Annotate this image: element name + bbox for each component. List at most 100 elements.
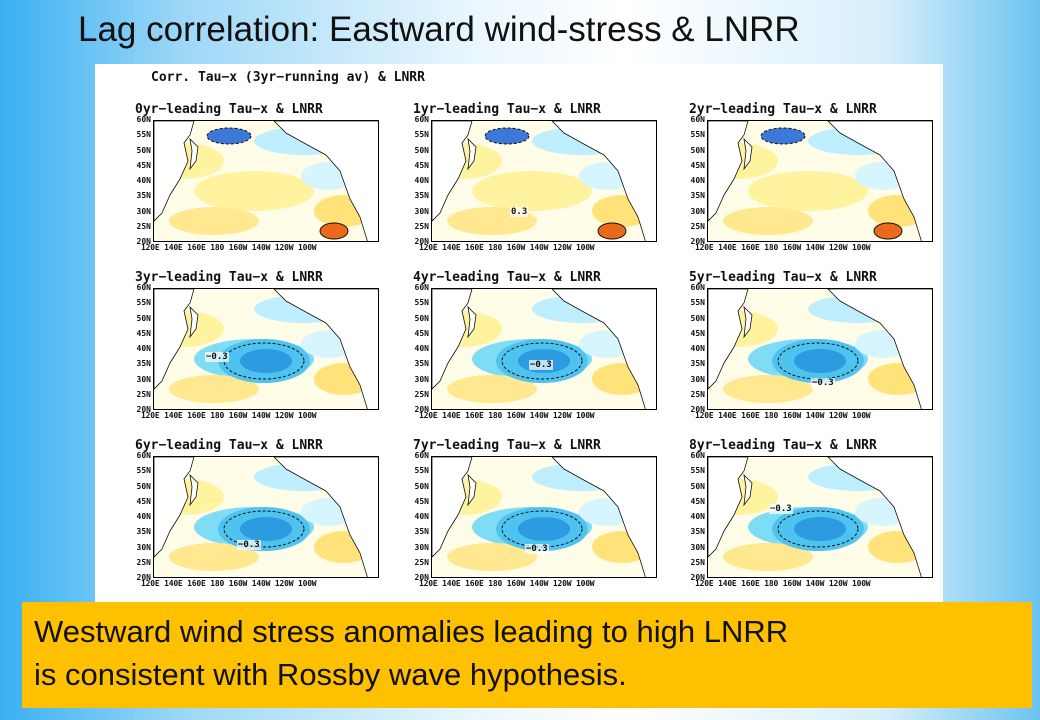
lat-tick-label: 25N	[414, 221, 429, 231]
lat-tick-label: 55N	[414, 130, 429, 140]
lat-tick-label: 40N	[690, 512, 705, 521]
lat-tick-label: 60N	[690, 115, 705, 124]
lat-tick-label: 60N	[136, 283, 151, 292]
correlation-map	[431, 120, 657, 242]
lat-tick-label: 45N	[414, 328, 429, 338]
lat-tick-label: 30N	[690, 374, 705, 384]
lat-tick-label: 20N	[136, 237, 151, 246]
lat-tick-label: 20N	[414, 573, 429, 582]
lat-tick-label: 50N	[414, 145, 429, 155]
correlation-map	[431, 456, 657, 578]
lat-tick-label: 20N	[690, 573, 705, 582]
correlation-map-figure: Corr. Tau−x (3yr−running av) & LNRR 0yr−…	[95, 64, 943, 610]
map-panel-0: 0yr−leading Tau−x & LNRR 60N 55N 50N 45N 40N 3…	[117, 102, 385, 258]
lat-tick-label: 60N	[414, 451, 429, 460]
lat-tick-label: 60N	[690, 283, 705, 292]
contour-label: −0.3	[529, 360, 553, 370]
lat-tick-label: 60N	[414, 115, 429, 124]
panel-title: 3yr−leading Tau−x & LNRR	[135, 270, 323, 285]
lon-tick-labels: 120E 140E 160E 180 160W 140W 120W 100W	[419, 243, 595, 252]
map-panel-5: 5yr−leading Tau−x & LNRR 60N 55N 50N 45N 40N 3…	[671, 270, 939, 426]
lat-tick-label: 50N	[414, 313, 429, 323]
lat-tick-label: 55N	[136, 298, 151, 308]
lat-tick-label: 50N	[136, 481, 151, 491]
correlation-map	[707, 288, 933, 410]
panel-title: 8yr−leading Tau−x & LNRR	[689, 438, 877, 453]
lat-tick-label: 50N	[136, 145, 151, 155]
lat-tick-label: 45N	[690, 328, 705, 338]
lat-tick-label: 30N	[136, 206, 151, 216]
map-panel-2: 2yr−leading Tau−x & LNRR 60N 55N 50N 45N 40N 3…	[671, 102, 939, 258]
lat-tick-label: 45N	[690, 160, 705, 170]
slide-title: Lag correlation: Eastward wind-stress & …	[78, 10, 800, 49]
map-panel-4: 4yr−leading Tau−x & LNRR 60N 55N 50N 45N 40N 3…	[395, 270, 663, 426]
lat-tick-label: 25N	[136, 389, 151, 399]
lat-tick-label: 55N	[414, 298, 429, 308]
lat-tick-label: 35N	[690, 191, 705, 201]
lat-tick-label: 30N	[414, 542, 429, 552]
lon-tick-labels: 120E 140E 160E 180 160W 140W 120W 100W	[419, 579, 595, 588]
lat-tick-label: 20N	[136, 573, 151, 582]
lat-tick-label: 55N	[136, 466, 151, 476]
lon-tick-labels: 120E 140E 160E 180 160W 140W 120W 100W	[419, 411, 595, 420]
panel-title: 1yr−leading Tau−x & LNRR	[413, 102, 601, 117]
lat-tick-label: 40N	[136, 176, 151, 185]
lat-tick-label: 55N	[136, 130, 151, 140]
lon-tick-labels: 120E 140E 160E 180 160W 140W 120W 100W	[141, 411, 317, 420]
panel-title: 7yr−leading Tau−x & LNRR	[413, 438, 601, 453]
lat-tick-label: 25N	[690, 557, 705, 567]
lat-tick-label: 45N	[136, 328, 151, 338]
lat-tick-label: 35N	[136, 191, 151, 201]
lat-tick-label: 50N	[690, 481, 705, 491]
map-panel-6: 6yr−leading Tau−x & LNRR 60N 55N 50N 45N 40N 3…	[117, 438, 385, 594]
lat-tick-label: 25N	[690, 221, 705, 231]
lat-tick-label: 25N	[414, 389, 429, 399]
panel-title: 4yr−leading Tau−x & LNRR	[413, 270, 601, 285]
lat-tick-label: 60N	[690, 451, 705, 460]
correlation-map	[153, 288, 379, 410]
lat-tick-label: 45N	[414, 496, 429, 506]
panel-title: 2yr−leading Tau−x & LNRR	[689, 102, 877, 117]
lat-tick-label: 55N	[690, 466, 705, 476]
lat-tick-label: 35N	[414, 191, 429, 201]
lat-tick-label: 35N	[690, 527, 705, 537]
caption-box: Westward wind stress anomalies leading t…	[22, 602, 1032, 708]
lon-tick-labels: 120E 140E 160E 180 160W 140W 120W 100W	[141, 243, 317, 252]
lat-tick-label: 20N	[690, 405, 705, 414]
lat-tick-label: 60N	[136, 115, 151, 124]
lat-tick-label: 35N	[690, 359, 705, 369]
lat-tick-label: 20N	[414, 237, 429, 246]
figure-header: Corr. Tau−x (3yr−running av) & LNRR	[151, 70, 425, 85]
lat-tick-label: 60N	[414, 283, 429, 292]
lat-tick-label: 45N	[136, 496, 151, 506]
lat-tick-label: 55N	[690, 130, 705, 140]
correlation-map	[707, 120, 933, 242]
lat-tick-label: 40N	[414, 176, 429, 185]
lat-tick-label: 40N	[690, 176, 705, 185]
map-panel-1: 1yr−leading Tau−x & LNRR 60N 55N 50N 45N 40N 3…	[395, 102, 663, 258]
lat-tick-label: 20N	[136, 405, 151, 414]
lat-tick-label: 60N	[136, 451, 151, 460]
correlation-map	[431, 288, 657, 410]
lat-tick-label: 45N	[136, 160, 151, 170]
contour-label: −0.3	[237, 540, 261, 550]
panel-title: 6yr−leading Tau−x & LNRR	[135, 438, 323, 453]
lat-tick-label: 30N	[690, 542, 705, 552]
contour-label: 0.3	[510, 207, 529, 217]
panel-title: 5yr−leading Tau−x & LNRR	[689, 270, 877, 285]
lat-tick-label: 30N	[690, 206, 705, 216]
contour-label: −0.3	[769, 504, 793, 514]
correlation-map	[153, 456, 379, 578]
lat-tick-label: 40N	[414, 512, 429, 521]
lat-tick-label: 35N	[414, 359, 429, 369]
lat-tick-label: 40N	[136, 512, 151, 521]
lat-tick-label: 45N	[690, 496, 705, 506]
lat-tick-label: 50N	[136, 313, 151, 323]
lon-tick-labels: 120E 140E 160E 180 160W 140W 120W 100W	[695, 411, 871, 420]
lat-tick-label: 50N	[690, 145, 705, 155]
lat-tick-label: 40N	[136, 344, 151, 353]
correlation-map	[707, 456, 933, 578]
lat-tick-label: 25N	[136, 557, 151, 567]
contour-label: −0.3	[811, 378, 835, 388]
lat-tick-label: 25N	[690, 389, 705, 399]
